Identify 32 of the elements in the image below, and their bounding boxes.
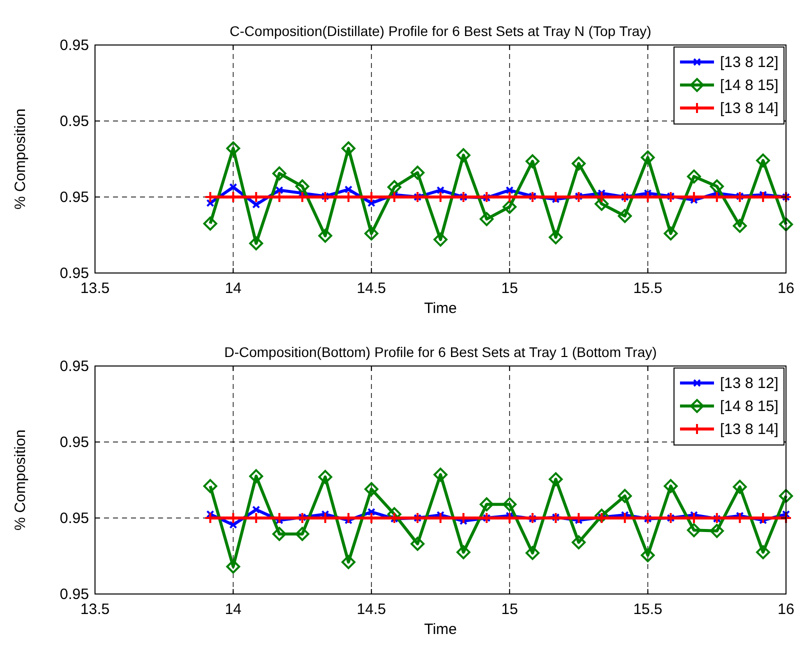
chart-title: D-Composition(Bottom) Profile for 6 Best Sets at Tray 1 (Bottom Tray): [224, 344, 657, 360]
x-tick-label: 14: [224, 280, 242, 297]
x-tick-label: 15.5: [633, 280, 662, 297]
x-tick-label: 14.5: [356, 280, 386, 297]
y-tick-label: 0.95: [60, 265, 89, 282]
legend-label: [13 8 12]: [720, 54, 778, 71]
y-tick-label: 0.95: [60, 510, 89, 527]
chart-title: C-Composition(Distillate) Profile for 6 Best Sets at Tray N (Top Tray): [230, 23, 652, 39]
x-tick-label: 16: [778, 601, 794, 618]
legend-label: [13 8 14]: [720, 421, 778, 438]
y-tick-label: 0.95: [60, 358, 89, 375]
x-tick-label: 14.5: [356, 601, 386, 618]
legend-label: [14 8 15]: [720, 77, 778, 94]
y-tick-label: 0.95: [60, 113, 89, 130]
y-tick-label: 0.95: [60, 189, 89, 206]
x-axis-title: Time: [424, 621, 457, 638]
y-tick-label: 0.95: [60, 37, 89, 54]
x-tick-label: 16: [778, 280, 794, 297]
legend-label: [13 8 14]: [720, 100, 778, 117]
x-tick-label: 15: [501, 601, 518, 618]
x-axis-title: Time: [424, 300, 457, 317]
x-tick-label: 15: [501, 280, 518, 297]
x-tick-label: 15.5: [633, 601, 662, 618]
x-tick-label: 13.5: [80, 601, 110, 618]
y-axis-title: % Composition: [12, 430, 29, 530]
legend-label: [14 8 15]: [720, 398, 778, 415]
legend-label: [13 8 12]: [720, 375, 778, 392]
y-tick-label: 0.95: [60, 434, 89, 451]
y-tick-label: 0.95: [60, 586, 89, 603]
y-axis-title: % Composition: [12, 108, 29, 210]
x-tick-label: 13.5: [80, 280, 110, 297]
x-tick-label: 14: [224, 601, 242, 618]
